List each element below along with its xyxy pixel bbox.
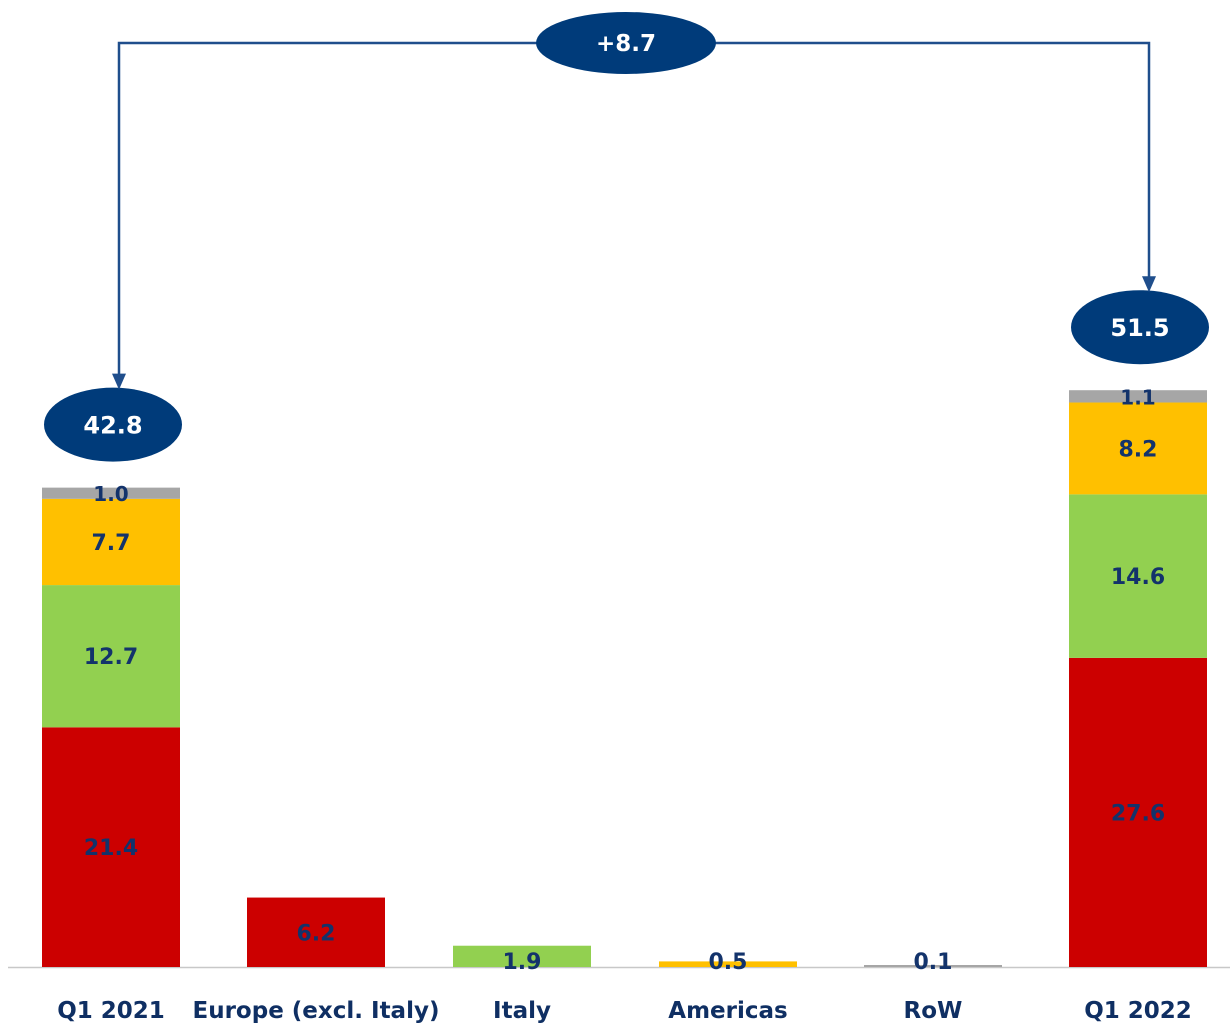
bar-1-segment-1 [42,727,180,967]
bar-1-segment-3 [42,498,180,586]
left-arrow-head-icon [112,373,126,390]
data-label-6-1: 27.6 [1111,801,1165,826]
bar-1-segment-2 [42,585,180,728]
bar-5-segment-4 [864,965,1002,967]
bar-1-segment-4 [42,487,180,499]
data-label-6-2: 14.6 [1111,565,1165,590]
bar-6-segment-2 [1069,494,1207,658]
change-connector-line [117,41,1151,376]
category-label-3: Italy [493,998,551,1024]
total-value-1: 42.8 [83,412,142,440]
data-label-6-3: 8.2 [1119,437,1158,462]
data-label-1-2: 12.7 [84,645,138,670]
bar-2-segment-1 [247,897,385,967]
category-label-5: RoW [904,998,963,1024]
category-label-2: Europe (excl. Italy) [193,998,440,1024]
change-bubble [536,12,716,74]
data-label-5-4: 0.1 [914,950,953,975]
data-label-2-1: 6.2 [297,921,336,946]
bar-6-segment-4 [1069,390,1207,403]
bar-3-segment-2 [453,945,591,967]
change-value: +8.7 [596,31,656,57]
category-label-1: Q1 2021 [57,998,165,1024]
data-label-1-4: 1.0 [93,482,128,506]
bar-6-segment-3 [1069,402,1207,495]
bar-4-segment-3 [659,961,797,967]
data-label-1-1: 21.4 [84,836,138,861]
data-label-3-2: 1.9 [503,950,542,975]
total-bubble-1 [44,387,182,462]
bar-6-segment-1 [1069,657,1207,967]
total-value-2: 51.5 [1110,314,1169,342]
data-label-4-3: 0.5 [709,950,748,975]
right-arrow-head-icon [1142,276,1156,293]
category-label-4: Americas [668,998,787,1024]
total-bubble-2 [1071,290,1209,365]
category-label-6: Q1 2022 [1084,998,1192,1024]
data-label-1-3: 7.7 [92,531,131,556]
data-label-6-4: 1.1 [1120,385,1155,409]
